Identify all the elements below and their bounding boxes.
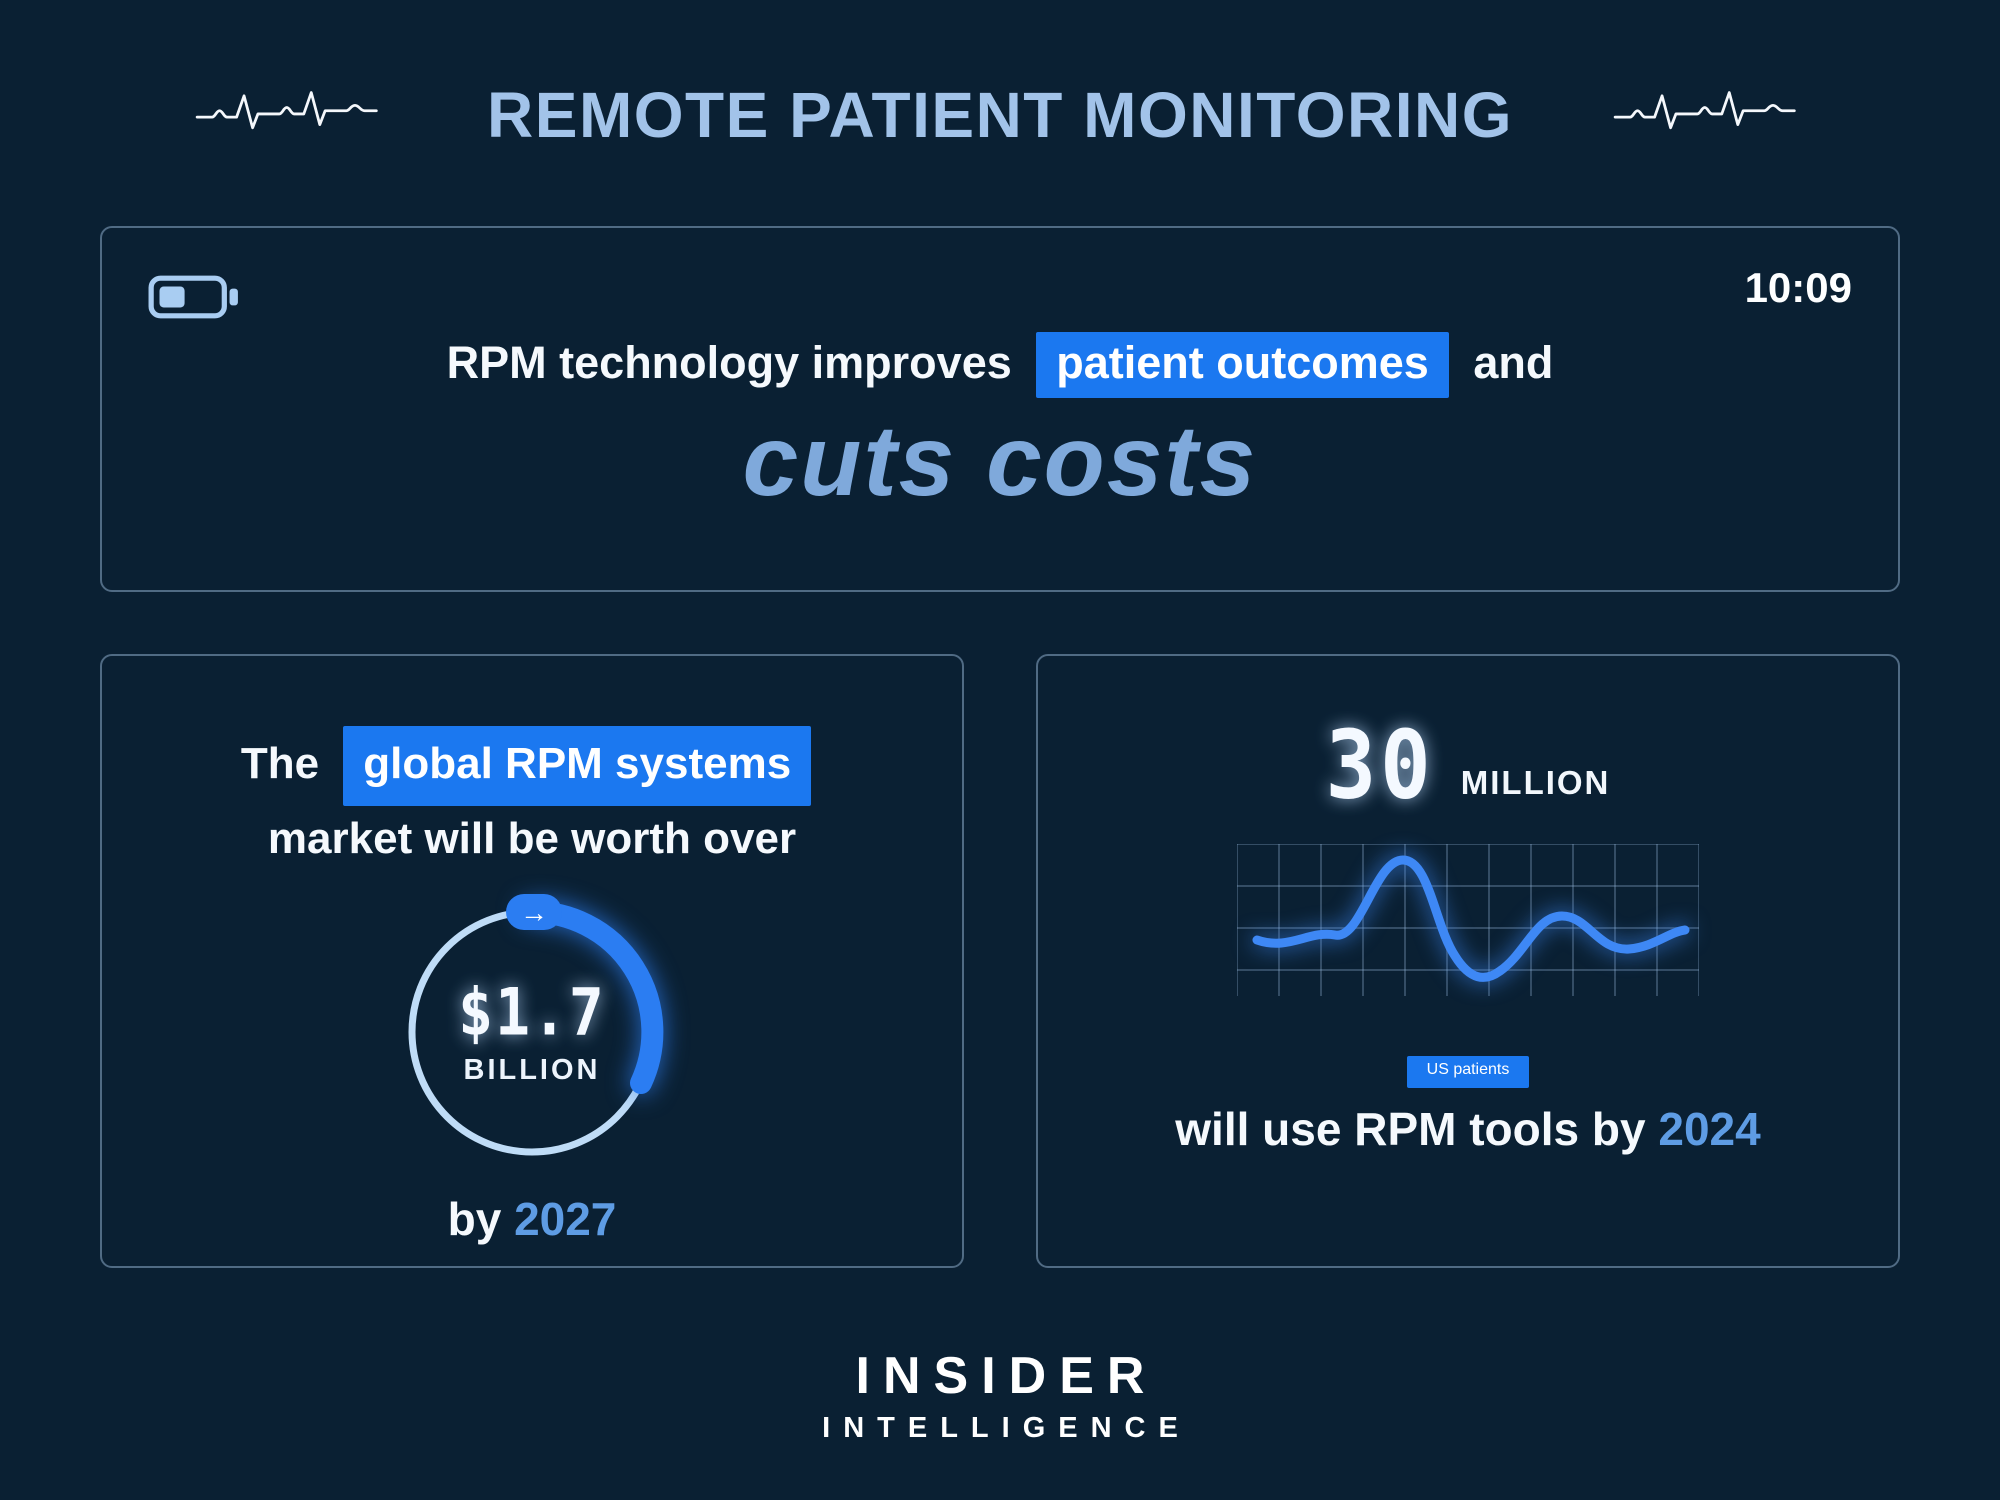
- header: REMOTE PATIENT MONITORING: [0, 0, 2000, 152]
- market-intro-end: market will be worth over: [267, 814, 797, 863]
- phone-message: RPM technology improves patient outcomes…: [102, 332, 1898, 398]
- page-title: REMOTE PATIENT MONITORING: [487, 79, 1513, 151]
- ring-progress-arc: [521, 900, 664, 1094]
- market-intro: The global RPM systems market will be wo…: [102, 726, 962, 872]
- phone-message-suffix: and: [1473, 337, 1554, 388]
- market-value-card: The global RPM systems market will be wo…: [100, 654, 964, 1268]
- market-value: $1.7: [458, 973, 606, 1050]
- battery-icon: [148, 275, 238, 319]
- us-patients-card: 30 MILLION US patients will use RPM tool…: [1036, 654, 1900, 1268]
- stat-cards-row: The global RPM systems market will be wo…: [0, 654, 2000, 1268]
- market-unit: BILLION: [463, 1053, 601, 1086]
- highlight-global-rpm-systems: global RPM systems: [343, 726, 812, 806]
- us-patients-line: US patients: [1038, 1056, 1898, 1088]
- patients-year: 2024: [1658, 1103, 1761, 1155]
- by-label: by: [447, 1193, 502, 1245]
- ring-center-label: $1.7 BILLION: [382, 882, 682, 1182]
- status-bar-time: 10:09: [1744, 264, 1852, 311]
- ekg-heartbeat-icon-left: [195, 91, 378, 130]
- ring-arrow-pill: [506, 894, 562, 930]
- phone-screen-card: 10:09 RPM technology improves patient ou…: [100, 226, 1900, 592]
- brand-name-intelligence: INTELLIGENCE: [822, 1412, 1191, 1444]
- brand-footer: INSIDER INTELLIGENCE: [0, 1346, 2000, 1445]
- ekg-heartbeat-icon-right: [1613, 91, 1796, 130]
- highlight-us-patients: US patients: [1406, 1056, 1530, 1088]
- patients-caption: will use RPM tools by 2024: [1038, 1102, 1898, 1156]
- progress-ring: → $1.7 BILLION: [382, 882, 682, 1182]
- patients-unit: MILLION: [1460, 764, 1611, 801]
- cuts-costs-tagline: cuts costs: [742, 405, 1258, 517]
- brand-name-insider: INSIDER: [855, 1347, 1158, 1405]
- wave-line: [1252, 855, 1690, 982]
- market-by-year: by 2027: [102, 1192, 962, 1246]
- patients-value-row: 30 MILLION: [1038, 710, 1898, 820]
- patients-value: 30: [1325, 710, 1435, 820]
- patients-caption-text: will use RPM tools by: [1175, 1103, 1646, 1155]
- market-year: 2027: [514, 1193, 617, 1245]
- market-intro-start: The: [240, 739, 320, 788]
- heartbeat-wave-chart: [1237, 844, 1699, 996]
- phone-message-prefix: RPM technology improves: [446, 337, 1012, 388]
- arrow-icon: →: [520, 897, 548, 928]
- highlight-patient-outcomes: patient outcomes: [1036, 332, 1449, 398]
